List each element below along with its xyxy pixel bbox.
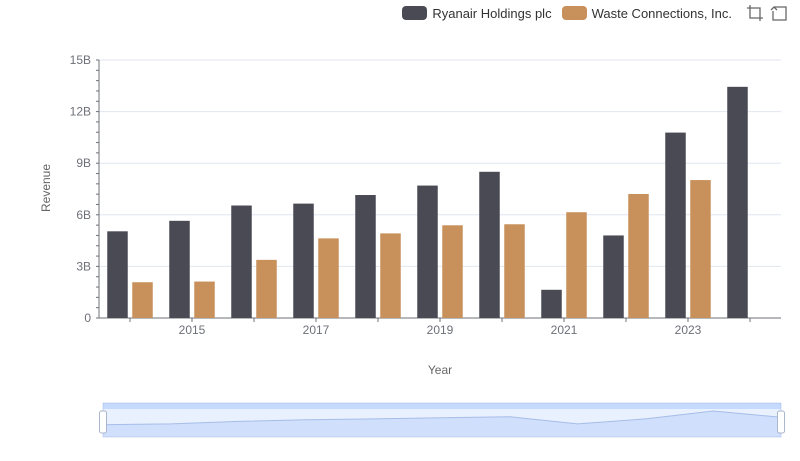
restore-icon[interactable] xyxy=(770,4,788,22)
bar-ryanair-2024 xyxy=(727,86,748,318)
zoom-slider-window xyxy=(103,403,781,437)
y-tick-label: 6B xyxy=(76,208,91,222)
bar-waste-connections-2022 xyxy=(628,193,649,318)
x-tick-label: 2023 xyxy=(675,323,702,337)
zoom-slider-line xyxy=(102,410,782,426)
zoom-slider-right-handle[interactable] xyxy=(777,410,785,434)
y-tick-label: 3B xyxy=(76,259,91,273)
bar-waste-connections-2017 xyxy=(318,238,339,318)
bar-ryanair-2015 xyxy=(169,220,190,318)
bar-ryanair-2017 xyxy=(293,203,314,318)
legend-label-ryanair: Ryanair Holdings plc xyxy=(432,5,552,21)
legend-label-waste-connections: Waste Connections, Inc. xyxy=(591,5,732,21)
bar-waste-connections-2023 xyxy=(690,180,711,318)
bar-waste-connections-2014 xyxy=(132,282,153,318)
bar-ryanair-2018 xyxy=(355,195,376,318)
bar-waste-connections-2020 xyxy=(504,224,525,318)
legend-swatch-waste-connections xyxy=(561,6,587,20)
zoom-slider-area xyxy=(103,411,781,437)
bar-waste-connections-2016 xyxy=(256,259,277,318)
bar-ryanair-2023 xyxy=(665,132,686,318)
x-tick-label: 2019 xyxy=(427,323,454,337)
zoom-icon[interactable] xyxy=(746,4,764,22)
x-tick-label: 2015 xyxy=(179,323,206,337)
bar-waste-connections-2019 xyxy=(442,225,463,318)
y-tick-label: 0 xyxy=(84,311,91,325)
y-axis-title: Revenue xyxy=(39,163,53,213)
bar-ryanair-2021 xyxy=(541,289,562,318)
legend: Ryanair Holdings plc Waste Connections, … xyxy=(392,4,788,22)
legend-item-waste-connections[interactable]: Waste Connections, Inc. xyxy=(561,5,732,21)
y-tick-label: 15B xyxy=(70,53,91,67)
bar-waste-connections-2018 xyxy=(380,233,401,318)
x-tick-label: 2017 xyxy=(303,323,330,337)
legend-swatch-ryanair xyxy=(402,6,428,20)
y-tick-label: 9B xyxy=(76,156,91,170)
bar-ryanair-2020 xyxy=(479,171,500,318)
zoom-slider-left-handle[interactable] xyxy=(99,410,107,434)
bar-ryanair-2014 xyxy=(107,231,128,318)
bar-ryanair-2022 xyxy=(603,235,624,318)
bar-ryanair-2016 xyxy=(231,205,252,318)
bar-waste-connections-2021 xyxy=(566,212,587,318)
x-tick-label: 2021 xyxy=(551,323,578,337)
bar-ryanair-2019 xyxy=(417,185,438,318)
x-axis-title: Year xyxy=(427,363,453,377)
legend-item-ryanair[interactable]: Ryanair Holdings plc xyxy=(402,5,552,21)
zoom-slider-move-handle xyxy=(103,403,781,409)
bar-waste-connections-2015 xyxy=(194,281,215,318)
toolbox xyxy=(740,4,788,22)
y-tick-label: 12B xyxy=(70,105,91,119)
